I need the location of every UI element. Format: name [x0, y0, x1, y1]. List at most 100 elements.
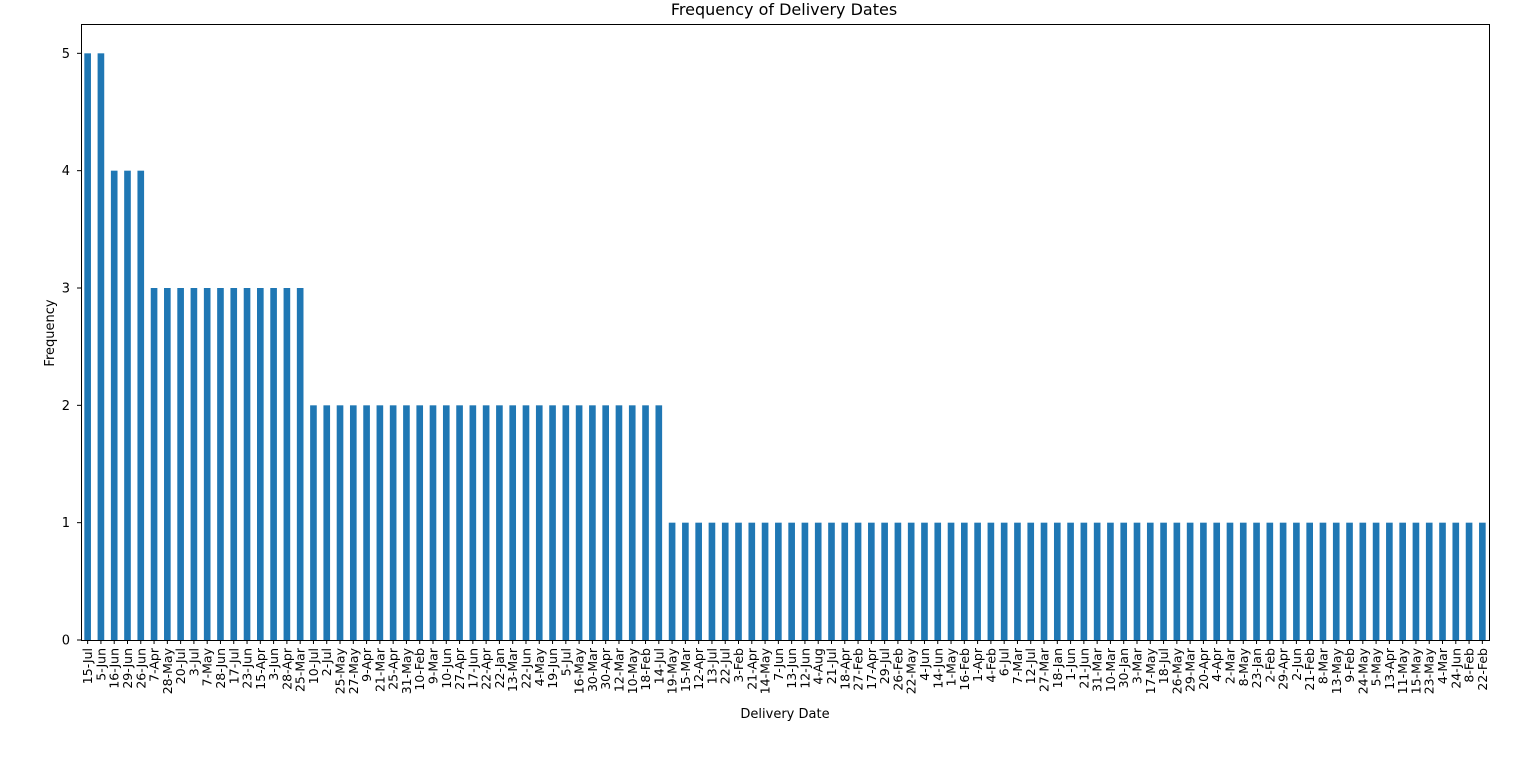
x-tick-label: 25-May — [333, 647, 348, 694]
x-tick-label: 4-Aug — [811, 648, 826, 685]
x-tick-label: 1-Apr — [970, 647, 985, 682]
bar-6-Jul — [1000, 522, 1008, 640]
x-tick-label: 4-Mar — [1435, 647, 1450, 684]
x-tick-label: 28-May — [160, 647, 175, 694]
bar-21-Jun — [1080, 522, 1088, 640]
bar-7-May — [203, 288, 211, 640]
x-tick-label: 26-Jun — [133, 648, 148, 689]
bar-2-Mar — [1226, 522, 1234, 640]
x-tick-label: 27-Feb — [851, 648, 866, 691]
x-tick-label: 22-Jul — [718, 648, 733, 684]
bar-23-May — [1425, 522, 1433, 640]
x-tick-label: 26-Feb — [890, 648, 905, 691]
x-tick-label: 25-Mar — [293, 647, 308, 692]
x-tick-label: 2-Mar — [1222, 647, 1237, 684]
x-tick-label: 23-May — [1422, 647, 1437, 694]
bar-15-Apr — [257, 288, 264, 640]
bar-12-Apr — [695, 522, 702, 640]
bar-16-May — [575, 405, 583, 640]
x-tick-label: 21-Jul — [824, 648, 839, 684]
x-tick-label: 15-May — [1408, 647, 1423, 694]
bar-12-Jun — [801, 522, 809, 640]
x-tick-label: 18-Jan — [1050, 648, 1065, 688]
bar-27-Feb — [854, 522, 862, 640]
x-tick-label: 10-Feb — [412, 648, 427, 691]
bar-30-Mar — [589, 405, 596, 640]
bar-3-Jul — [190, 288, 198, 640]
x-tick-label: 18-Feb — [638, 648, 653, 691]
bar-3-Mar — [1133, 522, 1141, 640]
x-tick-label: 7-Mar — [1010, 647, 1025, 684]
x-tick-label: 15-Apr — [253, 647, 268, 690]
x-tick-label: 30-Apr — [598, 647, 613, 690]
x-tick-label: 29-Jun — [120, 648, 135, 689]
bar-7-Jun — [775, 522, 782, 640]
x-tick-label: 14-May — [758, 647, 773, 694]
y-axis: 0 1 2 3 4 5 — [62, 47, 81, 649]
x-tick-label: 5-Jul — [558, 648, 573, 676]
x-tick-label: 21-Mar — [372, 647, 387, 692]
bar-18-Jan — [1053, 522, 1061, 640]
x-tick-label: 12-Apr — [691, 647, 706, 690]
bar-19-May — [668, 522, 676, 640]
x-tick-label: 13-Mar — [505, 647, 520, 692]
x-tick-label: 15-Mar — [678, 647, 693, 692]
bar-1-May — [947, 522, 955, 640]
x-tick-label: 10-Jun — [439, 648, 454, 689]
x-tick-label: 23-Jan — [1249, 648, 1264, 688]
bar-31-Mar — [1093, 522, 1101, 640]
bar-13-Apr — [1386, 522, 1393, 640]
x-tick-label: 3-Feb — [731, 648, 746, 683]
bar-30-Apr — [602, 405, 609, 640]
x-tick-label: 31-Mar — [1090, 647, 1105, 692]
x-tick-label: 12-Jul — [1023, 648, 1038, 684]
bar-10-Jun — [442, 405, 450, 640]
bar-4-Aug — [814, 522, 822, 640]
x-tick-label: 30-Mar — [585, 647, 600, 692]
bar-18-Jul — [1160, 522, 1167, 640]
plot-frame — [81, 24, 1490, 641]
bar-27-May — [349, 405, 357, 640]
bar-11-May — [1399, 522, 1406, 640]
bar-18-Apr — [841, 522, 849, 640]
bar-22-May — [907, 522, 915, 640]
y-axis-label: Frequency — [43, 299, 58, 366]
bar-17-Jul — [230, 288, 238, 640]
x-tick-label: 18-Apr — [837, 647, 852, 690]
bar-21-Feb — [1306, 522, 1313, 640]
x-tick-label: 17-Jul — [226, 648, 241, 684]
bar-26-May — [1173, 522, 1181, 640]
bar-23-Jun — [243, 288, 251, 640]
x-tick-label: 12-Mar — [611, 647, 626, 692]
x-tick-label: 24-May — [1355, 647, 1370, 694]
bar-15-May — [1412, 522, 1420, 640]
x-tick-label: 16-Feb — [957, 648, 972, 691]
bar-21-Jul — [828, 522, 835, 640]
x-tick-label: 7-Apr — [147, 647, 162, 682]
bar-2-Jul — [323, 405, 331, 640]
bar-28-Apr — [283, 288, 291, 640]
x-tick-label: 24-Jun — [1448, 648, 1463, 689]
x-tick-label: 21-Feb — [1302, 648, 1317, 691]
bar-2-Feb — [1266, 522, 1274, 640]
x-tick-label: 9-Mar — [426, 647, 441, 684]
x-tick-label: 27-Apr — [452, 647, 467, 690]
y-tick-label: 5 — [62, 47, 70, 62]
x-tick-label: 22-May — [904, 647, 919, 694]
x-tick-label: 20-Apr — [1196, 647, 1211, 690]
x-tick-label: 5-May — [1369, 647, 1384, 686]
x-tick-label: 1-Jun — [1063, 648, 1078, 681]
x-tick-label: 17-Apr — [864, 647, 879, 690]
x-tick-label: 13-May — [1329, 647, 1344, 694]
bar-30-Jan — [1120, 522, 1128, 640]
bar-13-May — [1332, 522, 1340, 640]
x-tick-label: 2-Jun — [1289, 648, 1304, 681]
x-tick-label: 28-Jun — [213, 648, 228, 689]
bar-12-Mar — [615, 405, 623, 640]
x-tick-label: 21-Apr — [744, 647, 759, 690]
x-tick-label: 17-May — [1143, 647, 1158, 694]
x-tick-label: 27-Mar — [1037, 647, 1052, 692]
x-tick-label: 14-Jul — [651, 648, 666, 684]
bars — [84, 53, 1486, 641]
bar-4-Apr — [1213, 522, 1221, 640]
